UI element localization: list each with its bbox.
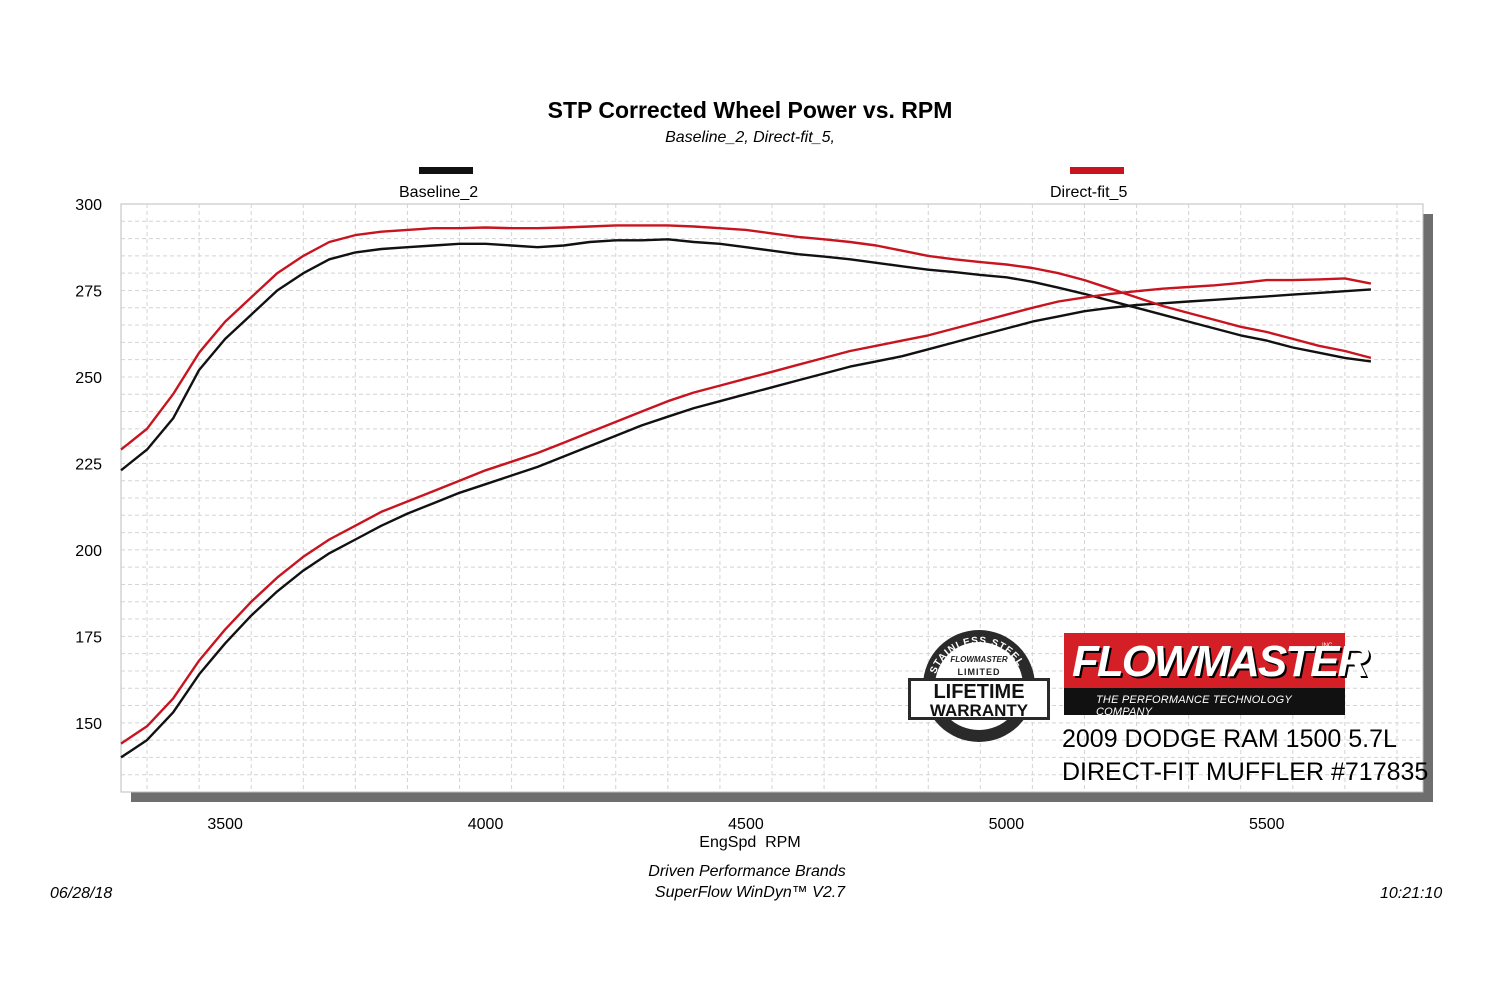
x-tick-label: 5500 xyxy=(1249,816,1285,833)
footer-date: 06/28/18 xyxy=(50,885,113,902)
x-tick-label: 4000 xyxy=(468,816,504,833)
vehicle-caption-line-2: DIRECT-FIT MUFFLER #717835 xyxy=(1062,758,1429,786)
x-tick-label: 3500 xyxy=(207,816,243,833)
y-tick-label: 225 xyxy=(75,456,102,473)
logo-tagline: THE PERFORMANCE TECHNOLOGY COMPANY xyxy=(1096,694,1292,718)
series-line-baseline-2-curve-2 xyxy=(120,288,1371,759)
badge-brand-text: FLOWMASTER xyxy=(950,655,1008,664)
x-tick-label: 5000 xyxy=(989,816,1025,833)
flowmaster-logo: FLOWMASTER INC. THE PERFORMANCE TECHNOLO… xyxy=(1064,633,1369,718)
y-tick-label: 150 xyxy=(75,716,102,733)
legend-swatch-baseline xyxy=(419,167,473,174)
lifetime-warranty-badge: STAINLESS STEEL FLOWMASTER LIMITED LIFET… xyxy=(908,630,1050,742)
grid-layer xyxy=(120,203,1433,802)
series-line-direct-fit-5-curve-2 xyxy=(120,277,1372,745)
badge-lifetime-text: LIFETIME xyxy=(933,681,1024,703)
legend-label-baseline: Baseline_2 xyxy=(399,184,479,201)
y-tick-label: 200 xyxy=(75,543,102,560)
vehicle-caption-line-1: 2009 DODGE RAM 1500 5.7L xyxy=(1062,725,1397,753)
badge-warranty-text: WARRANTY xyxy=(930,701,1029,720)
axis-layer: 150 175 200 225 250 275 300 3500 4000 4500 5000 550… xyxy=(75,197,1284,833)
lines-layer xyxy=(120,224,1372,759)
footer-software: SuperFlow WinDyn™ V2.7 xyxy=(654,884,846,901)
series-line-direct-fit-5-power xyxy=(120,224,1372,451)
chart-title: STP Corrected Wheel Power vs. RPM xyxy=(547,97,953,123)
x-axis-label: EngSpd RPM xyxy=(699,834,801,851)
legend-label-directfit: Direct-fit_5 xyxy=(1050,184,1128,201)
y-tick-label: 275 xyxy=(75,283,102,300)
x-tick-label: 4500 xyxy=(728,816,764,833)
chart-subtitle: Baseline_2, Direct-fit_5, xyxy=(665,129,835,146)
badge-limited-text: LIMITED xyxy=(958,667,1001,677)
y-tick-label: 175 xyxy=(75,629,102,646)
footer-time: 10:21:10 xyxy=(1380,885,1443,902)
y-tick-label: 300 xyxy=(75,197,102,214)
logo-tagline-bar xyxy=(1064,688,1345,715)
footer-company: Driven Performance Brands xyxy=(648,863,846,880)
y-tick-label: 250 xyxy=(75,370,102,387)
logo-mark: INC. xyxy=(1322,643,1334,649)
series-line-baseline-2-power xyxy=(120,238,1372,472)
logo-text: FLOWMASTER xyxy=(1072,637,1369,686)
legend-swatch-directfit xyxy=(1070,167,1124,174)
